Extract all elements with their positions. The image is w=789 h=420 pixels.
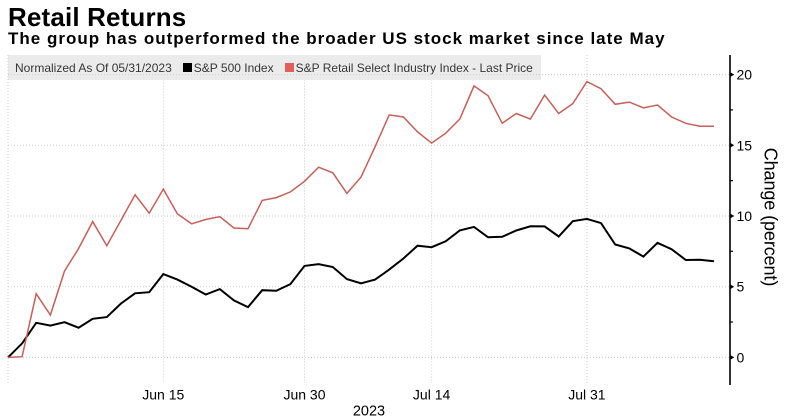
svg-text:15: 15 — [737, 137, 753, 153]
svg-text:Jun 15: Jun 15 — [142, 387, 184, 403]
svg-text:Change (percent): Change (percent) — [761, 148, 781, 286]
svg-text:5: 5 — [737, 279, 745, 295]
svg-text:Jun 30: Jun 30 — [283, 387, 325, 403]
svg-text:10: 10 — [737, 208, 753, 224]
svg-text:0: 0 — [737, 349, 745, 365]
svg-text:Jul 14: Jul 14 — [413, 387, 451, 403]
svg-text:Jul 31: Jul 31 — [568, 387, 606, 403]
svg-text:2023: 2023 — [353, 404, 385, 420]
svg-text:20: 20 — [737, 67, 753, 83]
